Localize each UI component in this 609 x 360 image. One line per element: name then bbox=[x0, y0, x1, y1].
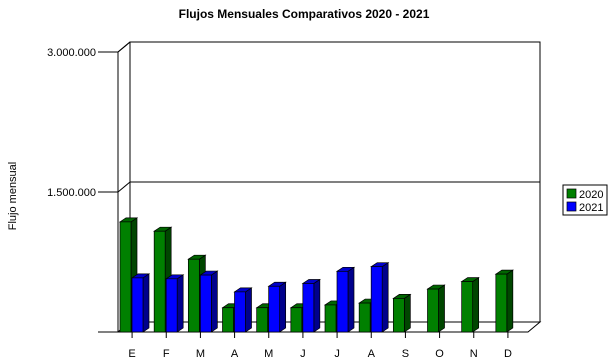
legend-swatch-2021 bbox=[567, 202, 576, 211]
gridline-left-0 bbox=[118, 182, 130, 192]
bar-2021-0-front bbox=[132, 278, 143, 332]
bar-2020-2-front bbox=[188, 259, 199, 332]
bar-2021-3-front bbox=[235, 292, 246, 332]
x-tick-label: A bbox=[368, 348, 376, 360]
bar-2021-3-side bbox=[246, 288, 252, 332]
x-tick-label: S bbox=[402, 348, 409, 360]
bar-2020-10 bbox=[462, 278, 479, 332]
legend-label: 2020 bbox=[579, 189, 603, 201]
bar-2020-9 bbox=[428, 285, 445, 332]
bar-2021-1-side bbox=[177, 275, 183, 332]
bar-2020-6-front bbox=[325, 305, 336, 332]
bar-2020-9-front bbox=[428, 289, 439, 332]
bar-2021-6 bbox=[337, 267, 354, 332]
y-axis-ticks: 1.500.000 3.000.000 bbox=[47, 47, 118, 199]
x-tick-label: M bbox=[196, 348, 205, 360]
x-tick-label: M bbox=[264, 348, 273, 360]
bar-2020-5-front bbox=[291, 308, 302, 332]
bar-2021-7-side bbox=[382, 263, 388, 332]
bar-2020-4-front bbox=[257, 308, 268, 332]
bar-2020-11-side bbox=[507, 270, 513, 332]
bar-2020-3-front bbox=[223, 308, 234, 332]
bar-2021-7 bbox=[371, 263, 388, 332]
bar-2020-8 bbox=[393, 294, 410, 332]
bar-2020-11-front bbox=[496, 274, 507, 332]
y-tick-label: 3.000.000 bbox=[47, 47, 96, 59]
bar-2020-8-front bbox=[393, 298, 404, 332]
x-tick-label: F bbox=[163, 348, 170, 360]
bar-2020-1-front bbox=[154, 231, 165, 332]
bar-2021-5-front bbox=[303, 283, 314, 332]
bar-2021-6-front bbox=[337, 271, 348, 332]
bar-2021-2 bbox=[200, 271, 217, 332]
legend-label: 2021 bbox=[579, 202, 603, 214]
bar-2021-4-side bbox=[280, 282, 286, 332]
x-tick-label: O bbox=[435, 348, 444, 360]
bar-2021-6-side bbox=[348, 267, 354, 332]
bar-2021-5-side bbox=[314, 279, 320, 332]
x-tick-label: J bbox=[334, 348, 340, 360]
gridline-left-1 bbox=[118, 42, 130, 52]
bar-2020-7-front bbox=[359, 303, 370, 332]
bar-2021-7-front bbox=[371, 267, 382, 332]
y-tick-label: 1.500.000 bbox=[47, 187, 96, 199]
bar-2021-2-side bbox=[211, 271, 217, 332]
bar-2020-11 bbox=[496, 270, 513, 332]
x-tick-label: J bbox=[300, 348, 306, 360]
bar-2021-2-front bbox=[200, 275, 211, 332]
bar-2021-0 bbox=[132, 274, 149, 332]
bar-2020-0-front bbox=[120, 222, 131, 332]
bar-2020-8-side bbox=[404, 294, 410, 332]
legend-swatch-2020 bbox=[567, 189, 576, 198]
bar-2021-5 bbox=[303, 279, 320, 332]
bar-2021-4 bbox=[269, 282, 286, 332]
x-tick-label: A bbox=[231, 348, 239, 360]
bar-2020-9-side bbox=[439, 285, 445, 332]
bar-2021-4-front bbox=[269, 286, 280, 332]
bar-2020-10-side bbox=[473, 278, 479, 332]
x-tick-label: D bbox=[504, 348, 512, 360]
bar-2020-10-front bbox=[462, 282, 473, 332]
chart-title: Flujos Mensuales Comparativos 2020 - 202… bbox=[179, 7, 430, 21]
bar-2021-1-front bbox=[166, 279, 177, 332]
x-tick-label: N bbox=[470, 348, 478, 360]
bar-2021-1 bbox=[166, 275, 183, 332]
y-axis-label: Flujo mensual bbox=[7, 162, 19, 230]
x-tick-label: E bbox=[128, 348, 135, 360]
bar-2021-3 bbox=[235, 288, 252, 332]
bar-2021-0-side bbox=[143, 274, 149, 332]
